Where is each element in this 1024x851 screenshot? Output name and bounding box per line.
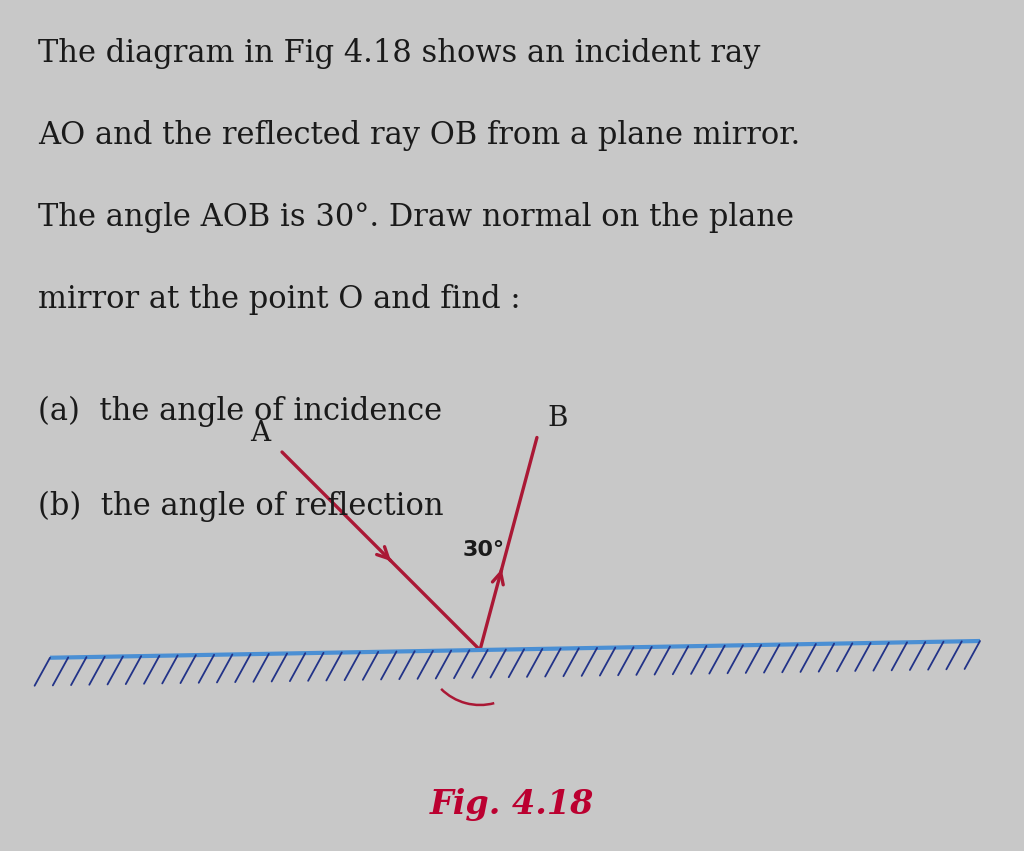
- Text: Fig. 4.18: Fig. 4.18: [430, 788, 594, 821]
- Text: AO and the reflected ray OB from a plane mirror.: AO and the reflected ray OB from a plane…: [38, 120, 800, 151]
- Text: 30°: 30°: [463, 540, 505, 560]
- Text: B: B: [547, 405, 567, 432]
- Text: The angle AOB is 30°. Draw normal on the plane: The angle AOB is 30°. Draw normal on the…: [38, 202, 794, 233]
- Text: A: A: [250, 420, 270, 447]
- Text: mirror at the point O and find :: mirror at the point O and find :: [38, 284, 520, 315]
- Text: The diagram in Fig 4.18 shows an incident ray: The diagram in Fig 4.18 shows an inciden…: [38, 38, 761, 69]
- Text: (a)  the angle of incidence: (a) the angle of incidence: [38, 396, 442, 427]
- Text: (b)  the angle of reflection: (b) the angle of reflection: [38, 490, 443, 522]
